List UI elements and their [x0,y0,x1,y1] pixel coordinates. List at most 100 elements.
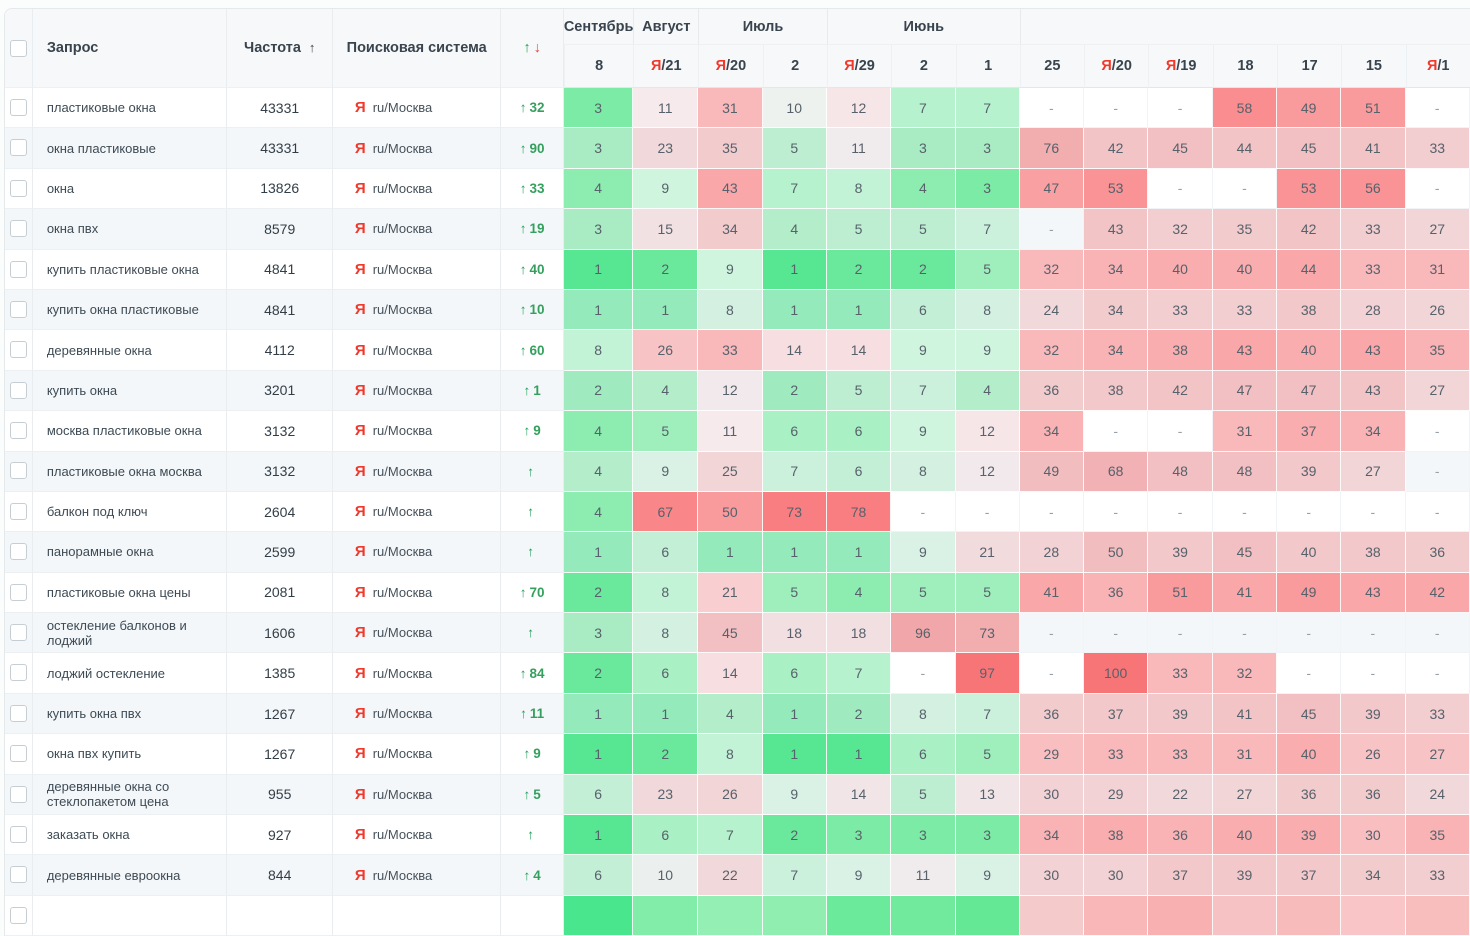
position-cell: 1 [564,290,634,330]
row-checkbox[interactable] [10,382,27,399]
row-checkbox[interactable] [10,341,27,358]
date-column-header[interactable]: 1 [956,45,1020,88]
position-cell: 78 [827,492,891,532]
keyword-cell[interactable]: балкон под ключ [33,492,228,532]
engine-label: ru/Москва [373,221,433,236]
keyword-cell[interactable]: купить пластиковые окна [33,250,228,290]
keyword-cell[interactable]: деревянные евроокна [33,855,228,895]
position-cell: 38 [1148,330,1212,370]
position-cell: 5 [956,250,1020,290]
keyword-cell[interactable]: пластиковые окна москва [33,452,228,492]
date-column-header[interactable]: 2 [891,45,955,88]
date-column-header[interactable]: 18 [1213,45,1277,88]
keyword-cell[interactable]: окна пвх купить [33,734,228,774]
keyword-cell[interactable]: заказать окна [33,815,228,855]
date-column-header[interactable]: Я/21 [633,45,698,88]
row-checkbox[interactable] [10,786,27,803]
keyword-cell[interactable]: купить окна пвх [33,694,228,734]
row-checkbox[interactable] [10,584,27,601]
position-cell: 39 [1213,855,1277,895]
column-header-query[interactable]: Запрос [33,9,228,88]
yandex-update-icon: Я [716,58,726,74]
row-checkbox[interactable] [10,826,27,843]
position-cell: 4 [564,411,634,451]
date-column-header[interactable]: 17 [1277,45,1341,88]
row-checkbox-cell [5,694,33,734]
keyword-cell[interactable]: пластиковые окна [33,88,228,128]
position-cell: - [956,492,1020,532]
up-arrow-icon: ↑ [520,181,527,196]
keyword-cell[interactable]: купить окна пластиковые [33,290,228,330]
frequency-cell: 2081 [227,573,332,613]
row-checkbox[interactable] [10,705,27,722]
engine-label: ru/Москва [373,141,433,156]
date-column-header[interactable]: Я/20 [698,45,762,88]
up-arrow-icon: ↑ [520,100,527,115]
row-checkbox[interactable] [10,907,27,924]
date-column-header[interactable]: Я/19 [1148,45,1212,88]
row-checkbox-cell [5,775,33,815]
position-cell: 34 [1084,290,1148,330]
yandex-icon: Я [355,342,366,359]
keyword-cell[interactable]: панорамные окна [33,532,228,572]
keyword-cell[interactable]: лоджий остекление [33,653,228,693]
position-cell: 3 [564,128,634,168]
keyword-cell[interactable]: деревянные окна со стеклопакетом цена [33,775,228,815]
yandex-update-icon: Я [1427,58,1437,74]
position-cell: - [1341,613,1405,653]
keyword-cell[interactable]: деревянные окна [33,330,228,370]
keyword-cell[interactable]: окна [33,169,228,209]
keyword-cell[interactable]: окна пвх [33,209,228,249]
yandex-icon: Я [355,463,366,480]
keyword-cell[interactable]: остекление балконов и лоджий [33,613,228,653]
position-cell: 40 [1213,250,1277,290]
row-checkbox[interactable] [10,422,27,439]
row-checkbox[interactable] [10,866,27,883]
row-checkbox[interactable] [10,220,27,237]
row-checkbox[interactable] [10,99,27,116]
date-column-header[interactable]: Я/20 [1084,45,1148,88]
keyword-cell[interactable] [33,896,228,936]
row-checkbox[interactable] [10,139,27,156]
change-cell: ↑11 [501,694,563,734]
column-header-frequency[interactable]: Частота↑ [227,9,332,88]
row-checkbox[interactable] [10,180,27,197]
date-column-header[interactable]: 8 [564,45,634,88]
date-column-header[interactable]: 15 [1341,45,1405,88]
keyword-cell[interactable]: купить окна [33,371,228,411]
position-cell: 14 [763,330,827,370]
row-checkbox[interactable] [10,462,27,479]
position-cell: - [1148,88,1212,128]
up-arrow-icon: ↑ [520,141,527,156]
keyword-cell[interactable]: окна пластиковые [33,128,228,168]
date-column-header[interactable]: 2 [763,45,827,88]
date-column-header[interactable]: 25 [1020,45,1084,88]
position-cell: 49 [1020,452,1084,492]
change-value: 1 [533,383,541,398]
keyword-cell[interactable]: пластиковые окна цены [33,573,228,613]
position-cell: 33 [1148,290,1212,330]
row-checkbox[interactable] [10,543,27,560]
row-checkbox[interactable] [10,261,27,278]
position-cell: 11 [891,855,955,895]
position-cell: 8 [698,290,762,330]
date-column-header[interactable]: Я/1 [1406,45,1470,88]
keyword-cell[interactable]: москва пластиковые окна [33,411,228,451]
column-header-change[interactable]: ↑↓ [501,9,563,88]
row-checkbox-cell [5,896,33,936]
select-all-checkbox[interactable] [10,40,27,57]
row-checkbox[interactable] [10,301,27,318]
row-checkbox[interactable] [10,745,27,762]
engine-label: ru/Москва [373,868,433,883]
row-checkbox[interactable] [10,503,27,520]
row-checkbox[interactable] [10,624,27,641]
row-checkbox[interactable] [10,664,27,681]
position-cell: 3 [956,128,1020,168]
position-cell: 5 [763,573,827,613]
date-column-header[interactable]: Я/29 [827,45,891,88]
column-header-engine[interactable]: Поисковая система [333,9,502,88]
